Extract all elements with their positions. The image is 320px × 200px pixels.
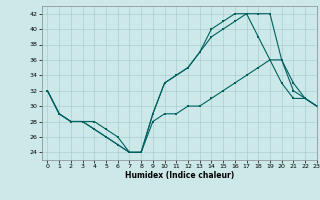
X-axis label: Humidex (Indice chaleur): Humidex (Indice chaleur) bbox=[124, 171, 234, 180]
